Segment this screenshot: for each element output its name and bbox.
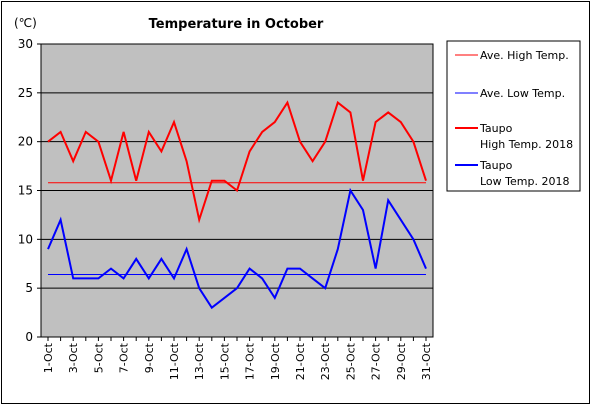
- y-tick-label: 5: [25, 281, 33, 295]
- y-tick-label: 0: [25, 330, 33, 344]
- x-tick-label: 1-Oct: [42, 342, 55, 373]
- x-tick-label: 25-Oct: [344, 342, 357, 380]
- x-tick-label: 23-Oct: [319, 342, 332, 380]
- legend: Ave. High Temp. Ave. Low Temp. Taupo High T…: [446, 40, 581, 192]
- x-tick-label: 11-Oct: [168, 342, 181, 380]
- y-tick-label: 25: [18, 86, 33, 100]
- x-tick-label: 21-Oct: [294, 342, 307, 380]
- x-tick-label: 3-Oct: [67, 342, 80, 373]
- legend-label: Low Temp. 2018: [480, 175, 569, 188]
- legend-label: Taupo: [479, 122, 513, 135]
- legend-label: Ave. Low Temp.: [480, 87, 565, 100]
- x-tick-label: 19-Oct: [269, 342, 282, 380]
- legend-label: Ave. High Temp.: [480, 49, 569, 62]
- x-tick-label: 5-Oct: [92, 342, 105, 373]
- x-tick-label: 27-Oct: [370, 342, 383, 380]
- x-tick-label: 31-Oct: [420, 342, 433, 380]
- y-tick-label: 30: [18, 37, 33, 51]
- legend-label: Taupo: [479, 159, 513, 172]
- series-line-3: [47, 187, 427, 310]
- x-tick-label: 15-Oct: [218, 342, 231, 380]
- x-tick-label: 9-Oct: [143, 342, 156, 373]
- chart-title: Temperature in October: [149, 17, 324, 32]
- x-tick-label: 17-Oct: [244, 342, 257, 380]
- series-line-2: [47, 100, 427, 224]
- unit-label: (℃): [14, 16, 37, 30]
- plot-area: 0 5 10 15 20 25 30 1-Oct 3-Oct 5-Oct 7-Oct 9-Oct 11-…: [18, 37, 434, 380]
- legend-label: High Temp. 2018: [480, 138, 573, 151]
- y-tick-label: 10: [18, 232, 33, 246]
- legend-box: [446, 40, 581, 192]
- y-tick-label: 15: [18, 184, 33, 198]
- x-tick-label: 29-Oct: [395, 342, 408, 380]
- y-tick-label: 20: [18, 135, 33, 149]
- x-tick-label: 13-Oct: [193, 342, 206, 380]
- x-tick-label: 7-Oct: [118, 342, 131, 373]
